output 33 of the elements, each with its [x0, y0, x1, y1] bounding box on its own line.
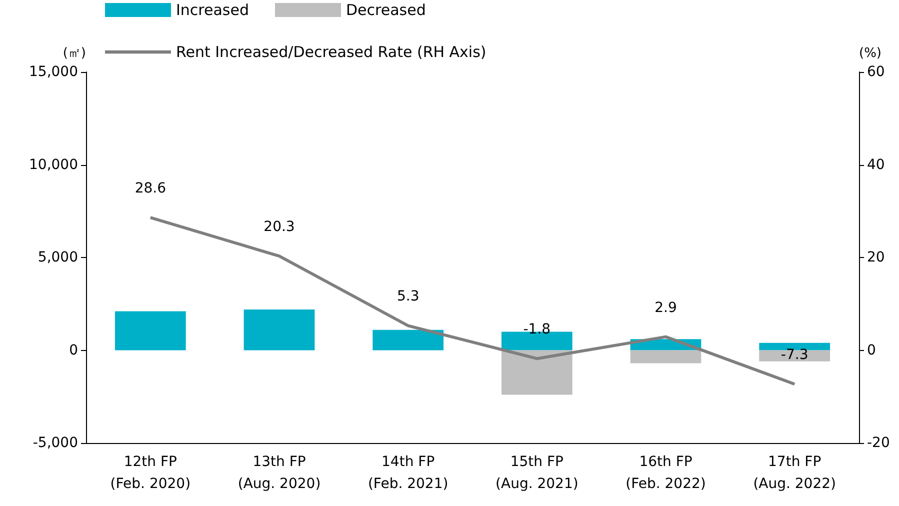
x-tick-label: 15th FP (Aug. 2021)	[496, 454, 578, 492]
data-label: 2.9	[654, 300, 677, 316]
x-tick-label: 17th FP (Aug. 2022)	[753, 454, 836, 492]
bar	[501, 350, 572, 395]
bar	[759, 350, 830, 362]
y2-axis-title: (%)	[859, 46, 882, 61]
y2-tick-label: 40	[867, 156, 885, 173]
y2-tick-label: -20	[867, 435, 890, 451]
x-tick-label: 13th FP (Aug. 2020)	[238, 454, 321, 492]
y2-tick-label: 60	[867, 64, 885, 80]
data-label: -7.3	[780, 347, 808, 364]
x-tick-label: 12th FP (Feb. 2020)	[110, 454, 191, 492]
bar	[244, 309, 315, 350]
bar	[630, 350, 702, 364]
legend-label: Rent Increased/Decreased Rate (RH Axis)	[176, 43, 486, 61]
y-axis-title: (㎡)	[62, 46, 86, 61]
y-tick-label: 0	[69, 342, 78, 358]
y-tick-label: 5,000	[38, 250, 78, 266]
x-tick-label: 14th FP (Feb. 2021)	[368, 454, 448, 492]
x-tick-label: 16th FP (Feb. 2022)	[626, 454, 706, 492]
y2-tick-label: 0	[867, 342, 876, 358]
data-label: 28.6	[134, 180, 166, 197]
data-label: 20.3	[264, 219, 295, 236]
y-tick-label: 10,000	[29, 156, 78, 173]
legend-label: Decreased	[346, 1, 426, 19]
bar	[114, 311, 186, 350]
data-label: 5.3	[396, 288, 420, 305]
bar	[372, 330, 444, 350]
y-tick-label: 15,000	[29, 64, 78, 80]
y-tick-label: -5,000	[32, 435, 78, 451]
y2-tick-label: 20	[867, 250, 885, 266]
bar	[759, 342, 830, 350]
legend-label: Increased	[176, 1, 250, 19]
